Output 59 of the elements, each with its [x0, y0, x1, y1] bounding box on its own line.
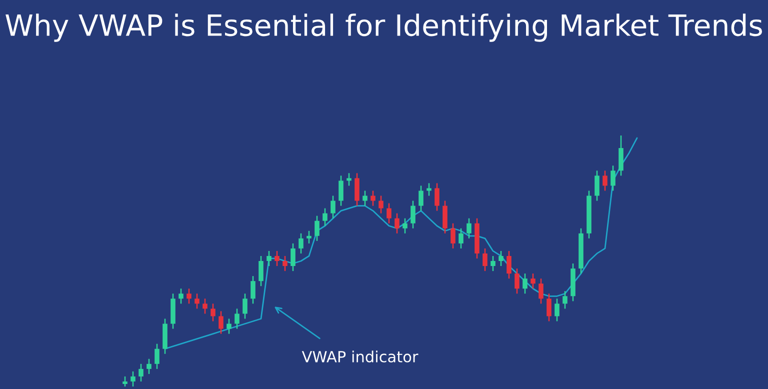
candlestick: [338, 175, 344, 206]
candlestick: [122, 376, 128, 388]
candlestick: [226, 318, 232, 334]
candlestick: [250, 275, 256, 304]
candlestick: [450, 222, 456, 250]
candlestick: [482, 248, 488, 272]
candlestick: [210, 303, 216, 322]
candlestick: [466, 218, 472, 240]
candlestick: [498, 250, 504, 267]
candlestick: [522, 272, 528, 294]
annotation: VWAP indicator: [302, 350, 418, 362]
candlestick: [322, 208, 328, 226]
candlestick: [514, 268, 520, 294]
candlestick: [394, 212, 400, 234]
candlestick: [194, 293, 200, 310]
candlestick: [266, 250, 272, 267]
candlestick: [202, 298, 208, 314]
candlestick: [562, 290, 568, 310]
candlestick: [138, 363, 144, 382]
candlestick: [506, 250, 512, 280]
candlestick: [290, 242, 296, 272]
candlestick: [402, 218, 408, 234]
candlestick: [546, 293, 552, 322]
candlestick: [306, 230, 312, 244]
candlestick: [554, 298, 560, 322]
candlestick: [354, 172, 360, 206]
candlestick: [130, 370, 136, 388]
candlestick: [378, 195, 384, 214]
candlestick: [258, 255, 264, 287]
candlestick: [242, 293, 248, 320]
candlestick: [490, 255, 496, 272]
candlestick: [154, 343, 160, 370]
candlestick: [362, 190, 368, 206]
candlestick: [602, 170, 608, 192]
candlestick: [386, 202, 392, 224]
candlestick: [218, 310, 224, 334]
candlestick: [426, 182, 432, 196]
candlestick: [178, 288, 184, 304]
candlestick: [186, 288, 192, 304]
candlestick: [234, 308, 240, 330]
candlestick: [282, 255, 288, 272]
candlestick: [298, 232, 304, 254]
candlestick: [330, 195, 336, 219]
candlestick: [410, 200, 416, 229]
candlestick: [418, 185, 424, 212]
candlestick: [370, 190, 376, 206]
candlestick: [442, 200, 448, 234]
candlestick: [434, 182, 440, 212]
candlestick: [618, 134, 624, 176]
candlestick: [314, 215, 320, 242]
candlestick: [610, 165, 616, 192]
candlestick: [346, 172, 352, 186]
candlestick: [538, 278, 544, 304]
candlestick: [274, 250, 280, 267]
candlestick: [146, 358, 152, 375]
candlestick: [530, 272, 536, 290]
candlestick: [594, 170, 600, 202]
chart-title: Why VWAP is Essential for Identifying Market Trends: [6, 14, 762, 42]
candlestick: [458, 228, 464, 250]
